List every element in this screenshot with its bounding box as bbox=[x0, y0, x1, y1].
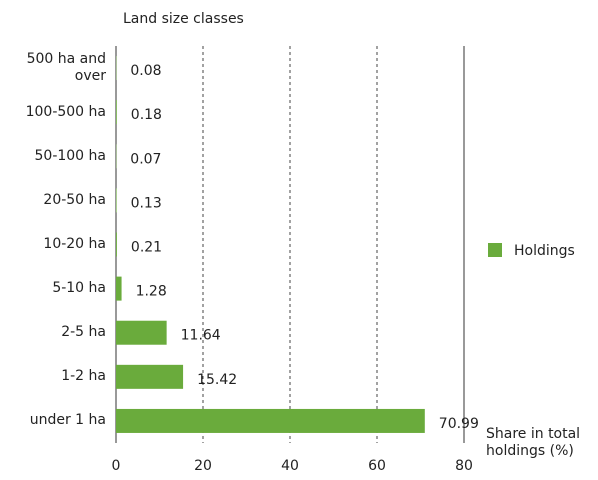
x-axis-label: Share in total holdings (%) bbox=[486, 426, 581, 459]
bar bbox=[116, 276, 122, 301]
y-tick-label: 1-2 ha bbox=[61, 368, 106, 385]
value-label: 1.28 bbox=[136, 284, 167, 300]
value-label: 0.21 bbox=[131, 240, 162, 256]
x-tick-label: 0 bbox=[112, 458, 121, 474]
x-tick-label: 40 bbox=[281, 458, 299, 474]
bar bbox=[116, 320, 167, 345]
value-label: 11.64 bbox=[181, 328, 221, 344]
y-axis-label: Land size classes bbox=[123, 11, 244, 27]
value-label: 0.13 bbox=[131, 195, 162, 211]
value-label: 15.42 bbox=[197, 372, 237, 388]
y-tick-label: 2-5 ha bbox=[61, 324, 106, 341]
y-tick-label: 50-100 ha bbox=[34, 147, 107, 164]
x-tick-label: 60 bbox=[368, 458, 386, 474]
value-label: 0.07 bbox=[130, 151, 161, 167]
bar bbox=[116, 232, 117, 257]
legend-label: Holdings bbox=[514, 243, 575, 259]
y-tick-label: 20-50 ha bbox=[43, 191, 106, 208]
y-tick-label: 5-10 ha bbox=[52, 280, 106, 297]
bar bbox=[116, 188, 117, 213]
y-tick-label: 500 ha and over bbox=[26, 51, 106, 85]
value-label: 0.18 bbox=[131, 107, 162, 123]
y-tick-label: under 1 ha bbox=[29, 412, 106, 429]
x-tick-label: 80 bbox=[455, 458, 473, 474]
bar bbox=[116, 408, 425, 433]
bar bbox=[116, 364, 184, 389]
value-label: 70.99 bbox=[439, 416, 479, 432]
y-tick-label: 10-20 ha bbox=[43, 236, 106, 252]
x-tick-label: 20 bbox=[194, 458, 212, 474]
y-tick-label: 100-500 ha bbox=[25, 103, 106, 120]
bar bbox=[116, 100, 117, 125]
legend-swatch bbox=[488, 243, 502, 257]
value-label: 0.08 bbox=[130, 63, 161, 79]
